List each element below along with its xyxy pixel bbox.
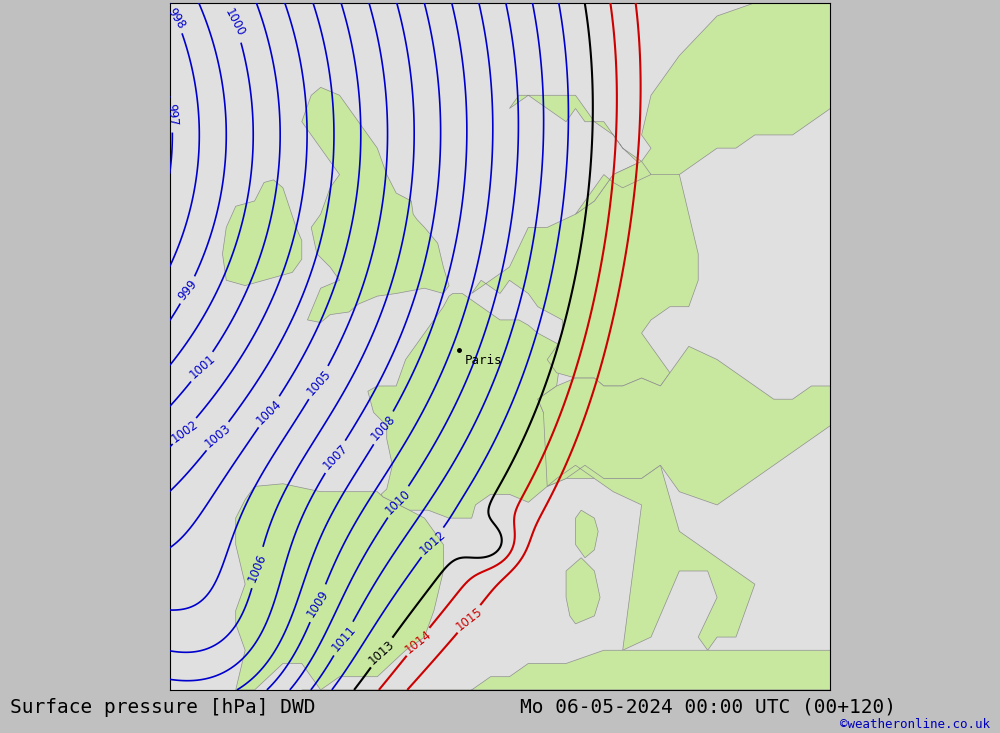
Text: 1008: 1008 [369,413,398,443]
Polygon shape [576,510,598,558]
Polygon shape [236,484,443,690]
Text: 1014: 1014 [402,627,434,656]
Text: 1005: 1005 [304,367,333,398]
Text: 1006: 1006 [246,551,269,583]
Text: 1003: 1003 [202,421,233,451]
Text: 998: 998 [165,5,188,32]
Polygon shape [509,3,830,174]
Text: Surface pressure [hPa] DWD: Surface pressure [hPa] DWD [10,698,316,717]
Text: 1007: 1007 [320,441,350,472]
Text: Paris: Paris [465,353,503,366]
Text: 1010: 1010 [383,487,413,517]
Text: 1002: 1002 [169,417,200,445]
Text: 1012: 1012 [417,528,448,557]
Polygon shape [368,293,570,518]
Text: Mo 06-05-2024 00:00 UTC (00+120): Mo 06-05-2024 00:00 UTC (00+120) [520,698,896,717]
Polygon shape [566,558,600,624]
Polygon shape [302,87,449,323]
Polygon shape [223,180,302,286]
Text: 1015: 1015 [453,605,485,633]
Text: 1004: 1004 [254,397,284,427]
Polygon shape [538,346,830,505]
Text: 1000: 1000 [222,7,247,39]
Polygon shape [547,465,755,650]
Text: 999: 999 [176,277,200,303]
Text: 1001: 1001 [187,353,218,382]
Text: 1011: 1011 [329,623,358,655]
Polygon shape [302,650,830,716]
Polygon shape [472,161,698,386]
Text: 997: 997 [164,103,179,127]
Text: ©weatheronline.co.uk: ©weatheronline.co.uk [840,718,990,731]
Text: 1009: 1009 [304,587,331,619]
Polygon shape [576,161,651,214]
Text: 1013: 1013 [366,638,397,667]
